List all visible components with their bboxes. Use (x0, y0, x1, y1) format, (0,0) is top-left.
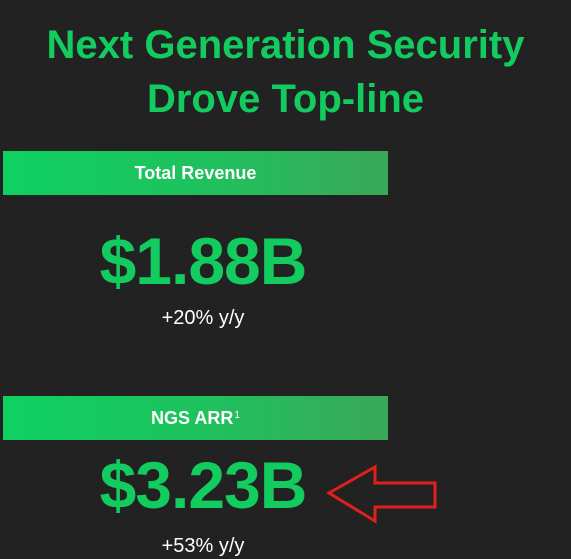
total-revenue-growth: +20% y/y (161, 307, 245, 329)
ngs-arr-value: $3.23B (99, 448, 308, 522)
slide-title-line-1: Next Generation Security (46, 23, 525, 67)
left-arrow-icon (326, 464, 437, 524)
slide-title: Next Generation Security Drove Top-line (0, 18, 571, 126)
ngs-arr-growth: +53% y/y (161, 535, 245, 557)
ngs-arr-header: NGS ARR 1 (3, 396, 388, 440)
total-revenue-label: Total Revenue (134, 162, 257, 183)
total-revenue-value: $1.88B (99, 224, 308, 298)
slide-title-line-2: Drove Top-line (146, 77, 425, 121)
ngs-arr-label: NGS ARR (151, 407, 234, 428)
total-revenue-header: Total Revenue (3, 151, 388, 195)
ngs-arr-footnote: 1 (234, 409, 240, 421)
